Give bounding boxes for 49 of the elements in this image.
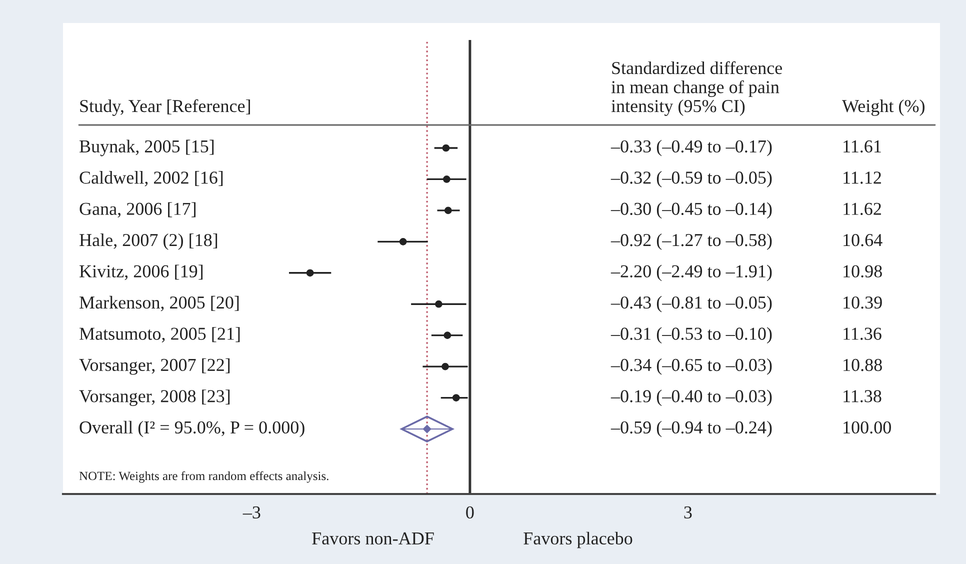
text: Study, Year [Reference] [80,99,250,116]
annotation: –0.30 (–0.45 to –0.14) [610,202,772,219]
annotation: 10.88 [844,358,882,372]
annotation: –0.33 (–0.49 to –0.17) [610,140,772,156]
annotation: 11.12 [844,172,881,184]
text: Standardized difference in mean change of pain intensity (95% CI) [611,61,782,116]
point [444,206,452,214]
annotation: –0.59 (–0.94 to –0.24) [610,420,772,438]
annotation: 11.36 [844,328,882,340]
point [442,362,449,370]
annotation: –0.92 (–1.27 to –0.58) [610,233,772,250]
point [452,394,460,402]
annotation: –0.43 (–0.81 to –0.05) [610,296,772,312]
point [435,300,442,308]
annotation: –0.34 (–0.65 to –0.03) [610,358,772,375]
y-tick-label: Vorsanger, 2007 [22] [79,358,230,375]
point [399,238,407,246]
annotation: 10.39 [844,296,882,309]
y-tick-label: Hale, 2007 (2) [18] [80,233,218,250]
y-tick-label: Caldwell, 2002 [16] [80,171,223,186]
y-tick-label: Vorsanger, 2008 [23] [79,390,230,406]
point [443,176,450,183]
text: Favors placebo [524,532,632,548]
x-tick-label: 0 [466,506,474,519]
point [422,424,432,434]
x-tick-label: 3 [684,506,692,519]
annotation: 11.61 [844,140,881,153]
y-tick-label: Markenson, 2005 [20] [80,296,239,312]
annotation: 11.38 [844,390,882,402]
point [442,144,450,152]
annotation: –0.32 (–0.59 to –0.05) [610,171,772,188]
point [444,332,452,340]
y-tick-label: Kivitz, 2006 [19] [80,264,203,280]
annotation: 11.62 [844,202,881,216]
x-tick-label: –3 [242,506,260,519]
text: NOTE: Weights are from random effects analysis. [79,471,328,483]
y-tick-label: Gana, 2006 [17] [80,202,196,218]
point [306,269,314,277]
y-tick-label: Buynak, 2005 [15] [80,140,214,156]
annotation: 10.64 [844,234,882,246]
text: Favors non-ADF [312,532,434,545]
annotation: –2.20 (–2.49 to –1.91) [610,264,772,282]
y-tick-label: Overall (I² = 95.0%, P = 0.000) [80,420,304,438]
annotation: 10.98 [844,265,882,278]
annotation: 100.00 [844,421,891,434]
annotation: –0.31 (–0.53 to –0.10) [610,327,772,344]
y-tick-label: Matsumoto, 2005 [21] [80,327,240,342]
annotation: –0.19 (–0.40 to –0.03) [610,390,772,406]
text: Weight (%) [842,99,924,116]
